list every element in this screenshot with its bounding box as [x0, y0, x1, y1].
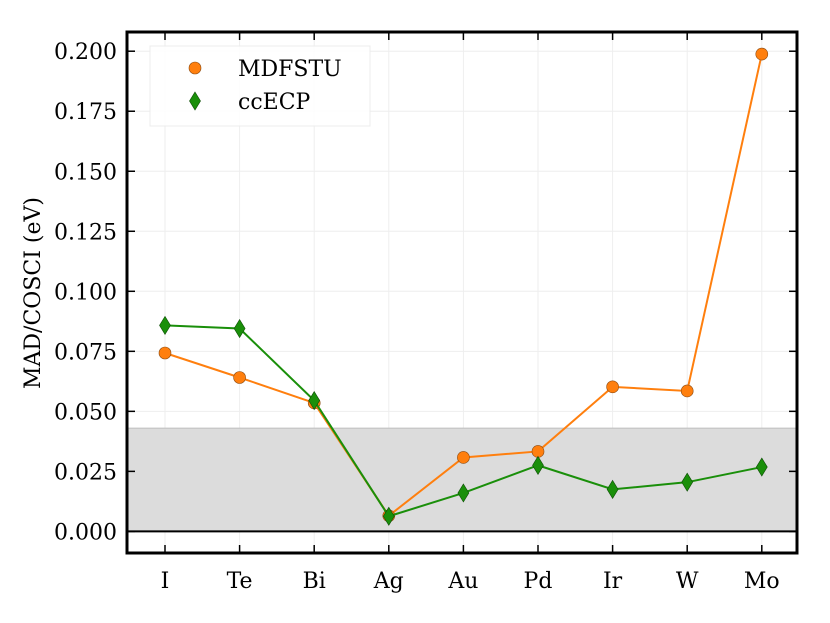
series-layer [158, 47, 769, 526]
point-mdfstu [606, 380, 619, 394]
point-ccecp [233, 318, 246, 339]
legend-frame [149, 45, 371, 127]
plot-frame [125, 30, 799, 555]
y-tick-label: 0.125 [54, 220, 117, 245]
point-mdfstu [680, 384, 694, 398]
y-tick-label: 0.100 [54, 280, 117, 305]
legend-marker-mdfstu [188, 61, 202, 75]
x-tick-label: W [676, 569, 699, 594]
point-mdfstu [457, 451, 470, 464]
point-mdfstu [755, 47, 769, 61]
point-mdfstu [158, 346, 172, 360]
y-ticks: 0.000 0.025 0.050 0.075 0.100 0.125 0.150 0.175… [54, 40, 797, 545]
x-tick-label: Pd [524, 569, 553, 594]
legend: MDFSTU ccECP [149, 45, 371, 127]
y-tick-label: 0.000 [54, 520, 117, 545]
point-mdfstu [531, 445, 545, 458]
y-tick-label: 0.175 [54, 100, 117, 125]
x-tick-label: Bi [303, 569, 326, 594]
point-ccecp [457, 483, 470, 503]
x-tick-label: Mo [744, 569, 780, 594]
y-tick-label: 0.050 [54, 400, 117, 425]
y-tick-label: 0.200 [54, 40, 117, 65]
point-ccecp [532, 455, 544, 475]
legend-label-mdfstu: MDFSTU [238, 57, 342, 82]
x-ticks: I Te Bi Ag Au Pd Ir W Mo [161, 32, 780, 594]
y-tick-label: 0.075 [54, 340, 117, 365]
x-tick-label: Au [447, 569, 478, 594]
legend-marker-ccecp [189, 91, 201, 111]
point-ccecp [382, 506, 395, 526]
point-ccecp [755, 457, 768, 477]
y-axis-label: MAD/COSCI (eV) [21, 197, 46, 389]
y-tick-label: 0.025 [54, 460, 117, 485]
x-tick-label: Te [227, 569, 253, 594]
point-mdfstu [233, 371, 246, 384]
point-ccecp [681, 472, 694, 492]
x-tick-label: I [161, 569, 170, 594]
x-tick-label: Ag [373, 569, 404, 594]
y-tick-label: 0.150 [54, 160, 117, 185]
point-ccecp [606, 479, 619, 499]
legend-label-ccecp: ccECP [238, 90, 311, 115]
point-ccecp [159, 315, 171, 335]
x-tick-label: Ir [603, 569, 623, 594]
point-ccecp [308, 390, 321, 411]
